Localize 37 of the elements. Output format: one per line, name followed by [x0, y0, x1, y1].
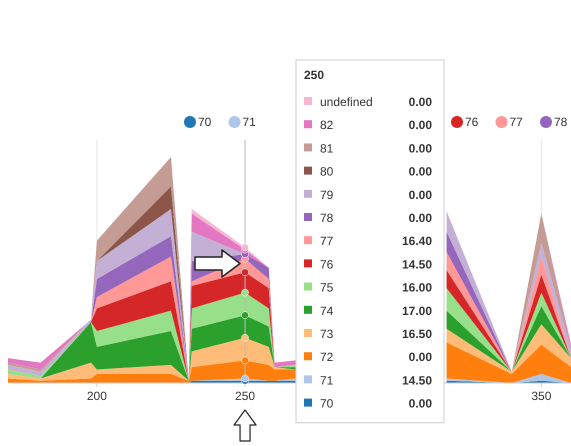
legend-label: undefined: [320, 95, 373, 109]
text: 0.00: [408, 396, 432, 411]
x-tick-label: 350: [531, 389, 552, 403]
legend-label: 81: [320, 141, 334, 156]
legend-label: 82: [320, 118, 334, 132]
text: 250: [304, 68, 324, 82]
text: 0.00: [408, 118, 432, 132]
annotation: 14.50: [402, 257, 432, 272]
legend-label: 78: [320, 211, 334, 225]
annotation: 14.50: [402, 373, 432, 388]
annotation: 0.00: [408, 164, 432, 179]
legend-label: 71: [320, 373, 334, 388]
legend-label: 77: [320, 234, 334, 248]
legend-label: 72: [320, 350, 334, 364]
text: 71: [242, 115, 256, 129]
legend-label: 76: [320, 257, 334, 272]
text: 0.00: [408, 95, 432, 109]
annotation: 0.00: [408, 188, 432, 202]
legend-label: 75: [320, 280, 334, 295]
text: 76: [465, 115, 478, 129]
annotation: 16.50: [402, 327, 432, 341]
text: 78: [554, 115, 568, 129]
legend-label: 73: [320, 327, 334, 341]
annotation: 0.00: [408, 211, 432, 225]
text: 70: [198, 115, 212, 129]
x-tick-label: 200: [86, 389, 108, 403]
annotation: 16.00: [402, 280, 432, 295]
legend-label: 79: [320, 188, 334, 202]
annotation: 16.40: [402, 234, 432, 248]
text: 77: [510, 115, 523, 129]
legend-label: 80: [320, 164, 334, 179]
legend-label: 70: [320, 396, 334, 411]
text: 0.00: [408, 141, 432, 156]
legend-label: 74: [320, 304, 334, 318]
annotation: 0.00: [408, 350, 432, 364]
annotation: 17.00: [402, 304, 432, 318]
x-tick-label: 250: [235, 389, 256, 403]
